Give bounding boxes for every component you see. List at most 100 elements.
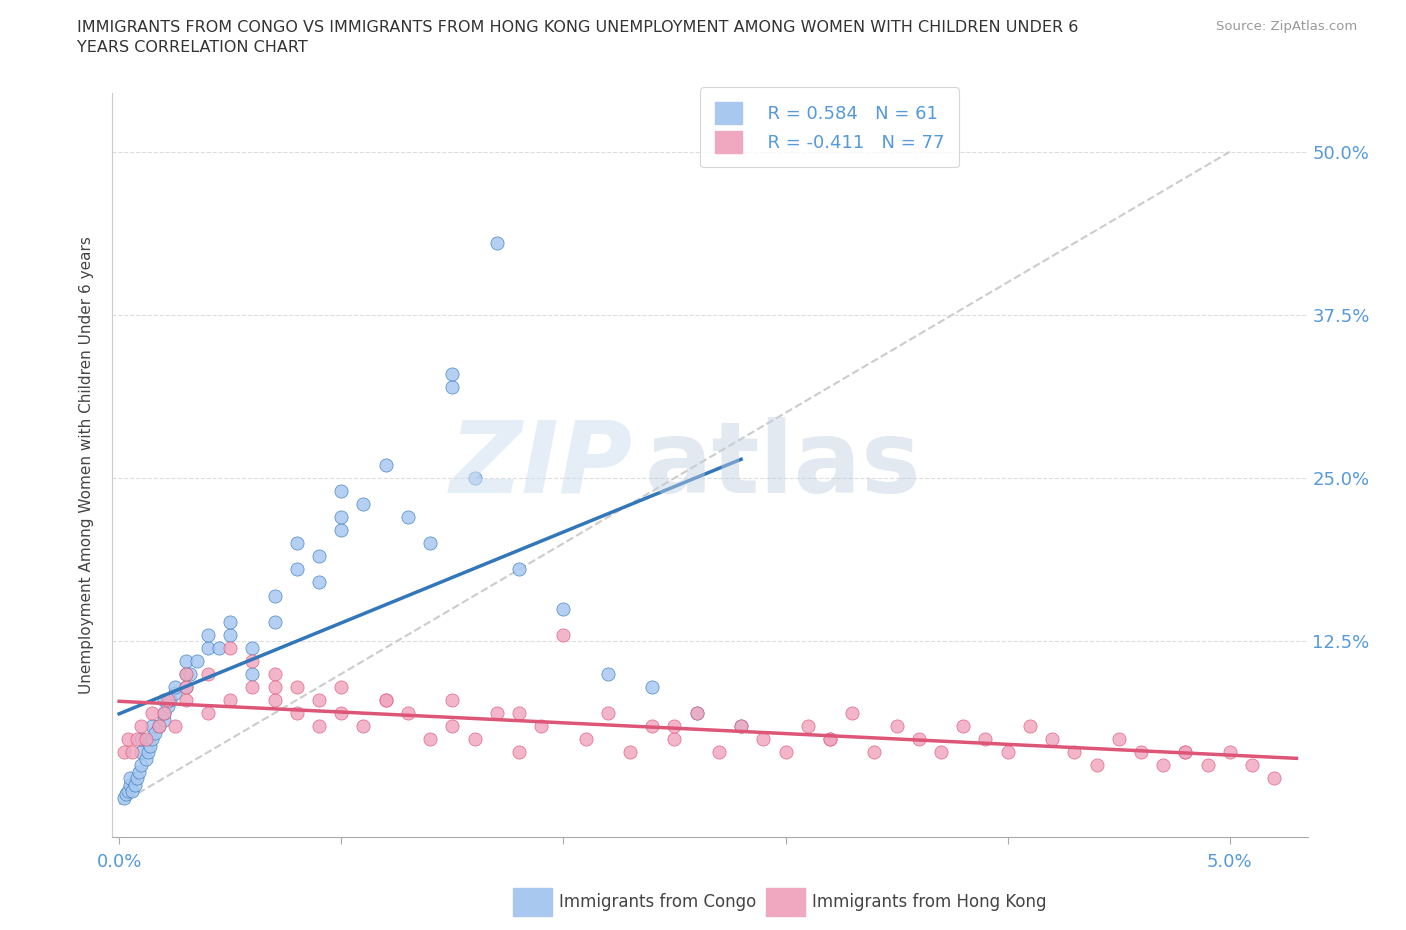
Point xyxy=(752,732,775,747)
Point xyxy=(374,693,396,708)
Point xyxy=(143,725,166,740)
Point xyxy=(141,706,163,721)
Point xyxy=(1019,719,1042,734)
Point xyxy=(396,706,419,721)
Point xyxy=(818,732,841,747)
Point xyxy=(775,745,797,760)
Point xyxy=(330,706,353,721)
Point xyxy=(908,732,931,747)
Point xyxy=(330,510,353,525)
Point xyxy=(174,654,197,669)
Point xyxy=(441,366,464,381)
Point xyxy=(308,693,330,708)
Point xyxy=(163,686,186,701)
Point xyxy=(485,235,508,250)
Point xyxy=(374,458,396,472)
Point xyxy=(1108,732,1130,747)
Point xyxy=(197,667,219,682)
Point xyxy=(1152,758,1174,773)
Point xyxy=(174,680,197,695)
Point xyxy=(441,379,464,394)
Point xyxy=(1130,745,1153,760)
Point xyxy=(419,732,441,747)
Point xyxy=(1085,758,1108,773)
Legend:   R = 0.584   N = 61,   R = -0.411   N = 77: R = 0.584 N = 61, R = -0.411 N = 77 xyxy=(700,87,959,167)
Point xyxy=(330,523,353,538)
Point xyxy=(242,667,264,682)
Text: Immigrants from Hong Kong: Immigrants from Hong Kong xyxy=(813,893,1046,911)
Point xyxy=(1174,745,1197,760)
Point xyxy=(841,706,863,721)
Point xyxy=(174,680,197,695)
Point xyxy=(197,706,219,721)
Point xyxy=(121,745,143,760)
Point xyxy=(730,719,752,734)
Point xyxy=(485,706,508,721)
Y-axis label: Unemployment Among Women with Children Under 6 years: Unemployment Among Women with Children U… xyxy=(79,236,94,694)
Point xyxy=(818,732,841,747)
Point xyxy=(1174,745,1197,760)
Bar xyxy=(766,888,806,916)
Point xyxy=(121,784,143,799)
Point xyxy=(886,719,908,734)
Point xyxy=(263,667,285,682)
Point xyxy=(464,732,486,747)
Point xyxy=(263,588,285,603)
Point xyxy=(263,693,285,708)
Point xyxy=(797,719,820,734)
Point xyxy=(353,719,375,734)
Point xyxy=(1219,745,1241,760)
Text: Source: ZipAtlas.com: Source: ZipAtlas.com xyxy=(1216,20,1357,33)
Point xyxy=(707,745,730,760)
Point xyxy=(117,732,139,747)
Point xyxy=(152,693,174,708)
Point xyxy=(139,738,162,753)
Point xyxy=(141,719,163,734)
Point xyxy=(508,562,530,577)
Point xyxy=(619,745,641,760)
Point xyxy=(641,719,664,734)
Point xyxy=(664,732,686,747)
Point xyxy=(152,706,174,721)
Point xyxy=(131,719,153,734)
Point xyxy=(596,667,619,682)
Point xyxy=(974,732,997,747)
Point xyxy=(208,640,231,655)
Point xyxy=(929,745,952,760)
Point xyxy=(117,784,139,799)
Point xyxy=(148,719,170,734)
Point xyxy=(135,732,157,747)
Point xyxy=(730,719,752,734)
Point xyxy=(152,706,174,721)
Point xyxy=(1063,745,1085,760)
Text: Immigrants from Congo: Immigrants from Congo xyxy=(560,893,756,911)
Point xyxy=(112,745,135,760)
Point xyxy=(330,680,353,695)
Point xyxy=(1197,758,1219,773)
Point xyxy=(131,758,153,773)
Point xyxy=(136,745,159,760)
Text: ZIP: ZIP xyxy=(450,417,633,513)
Point xyxy=(186,654,208,669)
Point xyxy=(353,497,375,512)
Point xyxy=(125,771,148,786)
Point xyxy=(163,719,186,734)
Point xyxy=(686,706,709,721)
Point xyxy=(396,510,419,525)
Text: atlas: atlas xyxy=(644,417,921,513)
Point xyxy=(124,777,146,792)
Point xyxy=(242,654,264,669)
Point xyxy=(159,693,181,708)
Point xyxy=(131,732,153,747)
Point xyxy=(156,693,179,708)
Point xyxy=(308,549,330,564)
Point xyxy=(135,751,157,766)
Point xyxy=(952,719,974,734)
Point xyxy=(197,627,219,642)
Bar xyxy=(513,888,551,916)
Point xyxy=(163,680,186,695)
Point xyxy=(174,693,197,708)
Point xyxy=(464,471,486,485)
Point xyxy=(141,732,163,747)
Point xyxy=(242,680,264,695)
